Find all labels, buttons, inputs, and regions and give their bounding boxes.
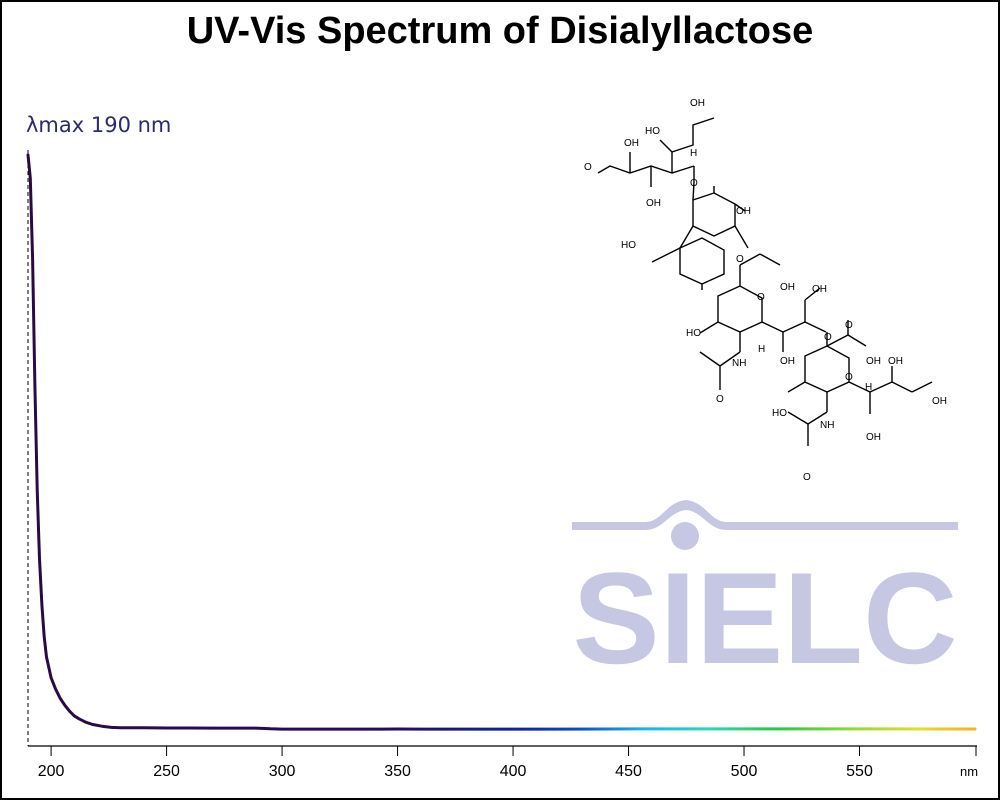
x-tick-label: 550 — [846, 763, 873, 780]
x-tick-label: 400 — [500, 763, 527, 780]
x-tick-label: 350 — [384, 763, 411, 780]
atom-label: OH — [812, 284, 827, 295]
chart-title: UV-Vis Spectrum of Disialyllactose — [186, 10, 814, 52]
atom-label: O — [824, 332, 832, 343]
atom-label: HO — [772, 408, 787, 419]
x-tick-label: 250 — [153, 763, 180, 780]
atom-label: O — [716, 394, 724, 405]
lambda-max-label: λmax 190 nm — [26, 113, 172, 137]
x-tick-label: 200 — [38, 763, 65, 780]
axes: 200 250 300 350 400 450 500 550 nm — [27, 150, 978, 780]
atom-label: O — [757, 292, 765, 303]
atom-label: O — [736, 254, 744, 265]
atom-label: OH — [888, 356, 903, 367]
atom-label: HO — [645, 126, 660, 137]
atom-label: H — [690, 148, 697, 159]
atom-label: OH — [646, 198, 661, 209]
x-tick-label: 450 — [615, 763, 642, 780]
atom-label: OH — [624, 138, 639, 149]
atom-label: OH — [780, 356, 795, 367]
atom-label: OH — [866, 432, 881, 443]
atom-label: O — [584, 162, 592, 173]
atom-label: NH — [820, 420, 834, 431]
x-axis-unit-label: nm — [960, 764, 978, 779]
atom-label: H — [865, 382, 872, 393]
atom-label: HO — [686, 328, 701, 339]
atom-label: O — [803, 472, 811, 483]
atom-label: O — [690, 178, 698, 189]
watermark-arch — [572, 500, 958, 530]
atom-label: O — [845, 320, 853, 331]
spectrum-line — [26, 153, 977, 731]
atom-label: O — [845, 372, 853, 383]
atom-label: NH — [732, 358, 746, 369]
atom-label: H — [758, 344, 765, 355]
sielc-watermark: SIELC — [572, 500, 958, 691]
watermark-dot — [671, 522, 699, 550]
x-tick-label: 300 — [269, 763, 296, 780]
x-tick-label: 500 — [731, 763, 758, 780]
atom-label: OH — [866, 356, 881, 367]
molecule-atom-labels: OH HO OH O OH O OH HO O OH O HO NH O OH … — [584, 98, 947, 483]
watermark-text: SIELC — [573, 545, 958, 691]
atom-label: OH — [736, 206, 751, 217]
atom-label: OH — [932, 396, 947, 407]
atom-label: HO — [621, 240, 636, 251]
molecule-structure — [597, 117, 933, 446]
atom-label: OH — [690, 98, 705, 109]
atom-label: OH — [780, 282, 795, 293]
